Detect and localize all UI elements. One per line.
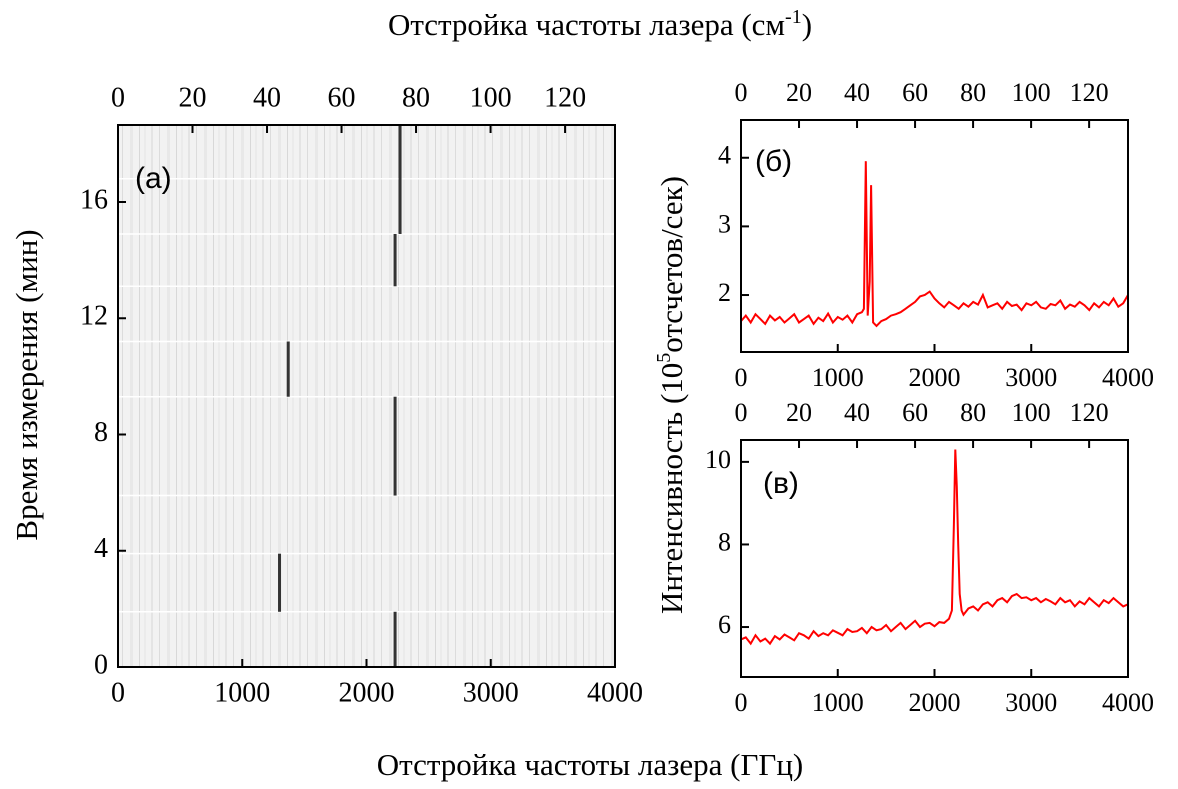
- x2-tick-label: 80: [960, 78, 986, 107]
- x2-tick-label: 0: [735, 398, 748, 427]
- peak-line: [278, 553, 282, 612]
- chart-panel: 0 1000 2000 3000 4000 0 20 40 60 80 100 120 2 3 4 (б): [718, 78, 1154, 392]
- x-tick-label: 0: [735, 688, 748, 717]
- x-tick-label: 4000: [1102, 363, 1154, 392]
- y-tick-label: 10: [705, 445, 731, 474]
- x2-tick-label: 80: [960, 398, 986, 427]
- y-tick-label: 0: [94, 649, 108, 680]
- x-tick-label: 3000: [1005, 363, 1057, 392]
- x2-tick-label: 20: [786, 78, 812, 107]
- x2-tick-label: 0: [735, 78, 748, 107]
- y-tick-label: 16: [80, 184, 108, 215]
- x2-tick-label: 80: [402, 82, 430, 113]
- x2-tick-label: 60: [328, 82, 356, 113]
- x-tick-label: 4000: [587, 677, 643, 708]
- y-tick-label: 3: [718, 209, 731, 238]
- x2-tick-label: 120: [1070, 398, 1109, 427]
- x-tick-label: 1000: [812, 363, 864, 392]
- y-axis-title: Интенсивность (105отсчетов/сек): [653, 176, 690, 614]
- y-tick-label: 12: [80, 301, 108, 332]
- x-tick-label: 2000: [339, 677, 395, 708]
- chart-panel: 0 1000 2000 3000 4000 0 20 40 60 80 100 120 6 8 10 (в): [705, 398, 1154, 717]
- panel-label: (а): [135, 162, 172, 195]
- text: Интенсивность (10: [654, 363, 689, 614]
- superscript: -1: [785, 6, 802, 28]
- data-line: [740, 449, 1129, 646]
- data-line: [740, 161, 1129, 328]
- x2-tick-label: 40: [844, 78, 870, 107]
- x-tick-label: 0: [735, 363, 748, 392]
- x2-tick-label: 20: [786, 398, 812, 427]
- chart-panel: 0 1000 2000 3000 4000 0 20 40 60 80 100 120 0 4 8 12 16 (…: [80, 82, 643, 708]
- x-tick-label: 1000: [214, 677, 270, 708]
- y-tick-label: 4: [94, 533, 108, 564]
- y-tick-label: 4: [718, 141, 731, 170]
- y-tick-label: 8: [718, 527, 731, 556]
- peak-line: [393, 396, 397, 496]
- text: ): [802, 7, 812, 42]
- top-axis-title: Отстройка частоты лазера (см-1): [388, 6, 812, 43]
- x-tick-label: 0: [111, 677, 125, 708]
- x-tick-label: 2000: [909, 363, 961, 392]
- panel-label: (б): [755, 145, 792, 178]
- x2-tick-label: 40: [253, 82, 281, 113]
- y-tick-label: 2: [718, 278, 731, 307]
- x-tick-label: 1000: [812, 688, 864, 717]
- superscript: 5: [653, 353, 675, 363]
- x-tick-label: 2000: [909, 688, 961, 717]
- x2-tick-label: 100: [1012, 78, 1051, 107]
- peak-line: [393, 233, 397, 287]
- y-tick-label: 8: [94, 417, 108, 448]
- plot-frame: [740, 439, 1129, 678]
- x-tick-label: 3000: [1005, 688, 1057, 717]
- y-tick-label: 6: [718, 610, 731, 639]
- x2-tick-label: 100: [470, 82, 512, 113]
- peak-line: [286, 341, 290, 397]
- x2-tick-label: 120: [1070, 78, 1109, 107]
- x2-tick-label: 120: [544, 82, 586, 113]
- x2-tick-label: 60: [902, 398, 928, 427]
- bottom-axis-title: Отстройка частоты лазера (ГГц): [377, 747, 803, 782]
- x2-tick-label: 100: [1012, 398, 1051, 427]
- text: отсчетов/сек): [654, 176, 689, 353]
- y-axis-title: Время измерения (мин): [9, 229, 44, 540]
- peak-line: [398, 125, 402, 234]
- x2-tick-label: 60: [902, 78, 928, 107]
- x2-tick-label: 20: [179, 82, 207, 113]
- x-tick-label: 3000: [463, 677, 519, 708]
- panel-label: (в): [763, 467, 799, 500]
- peak-line: [393, 611, 397, 667]
- x2-tick-label: 0: [111, 82, 125, 113]
- x-tick-label: 4000: [1102, 688, 1154, 717]
- x2-tick-label: 40: [844, 398, 870, 427]
- plot-frame: [740, 119, 1129, 353]
- text: Отстройка частоты лазера (см: [388, 7, 785, 42]
